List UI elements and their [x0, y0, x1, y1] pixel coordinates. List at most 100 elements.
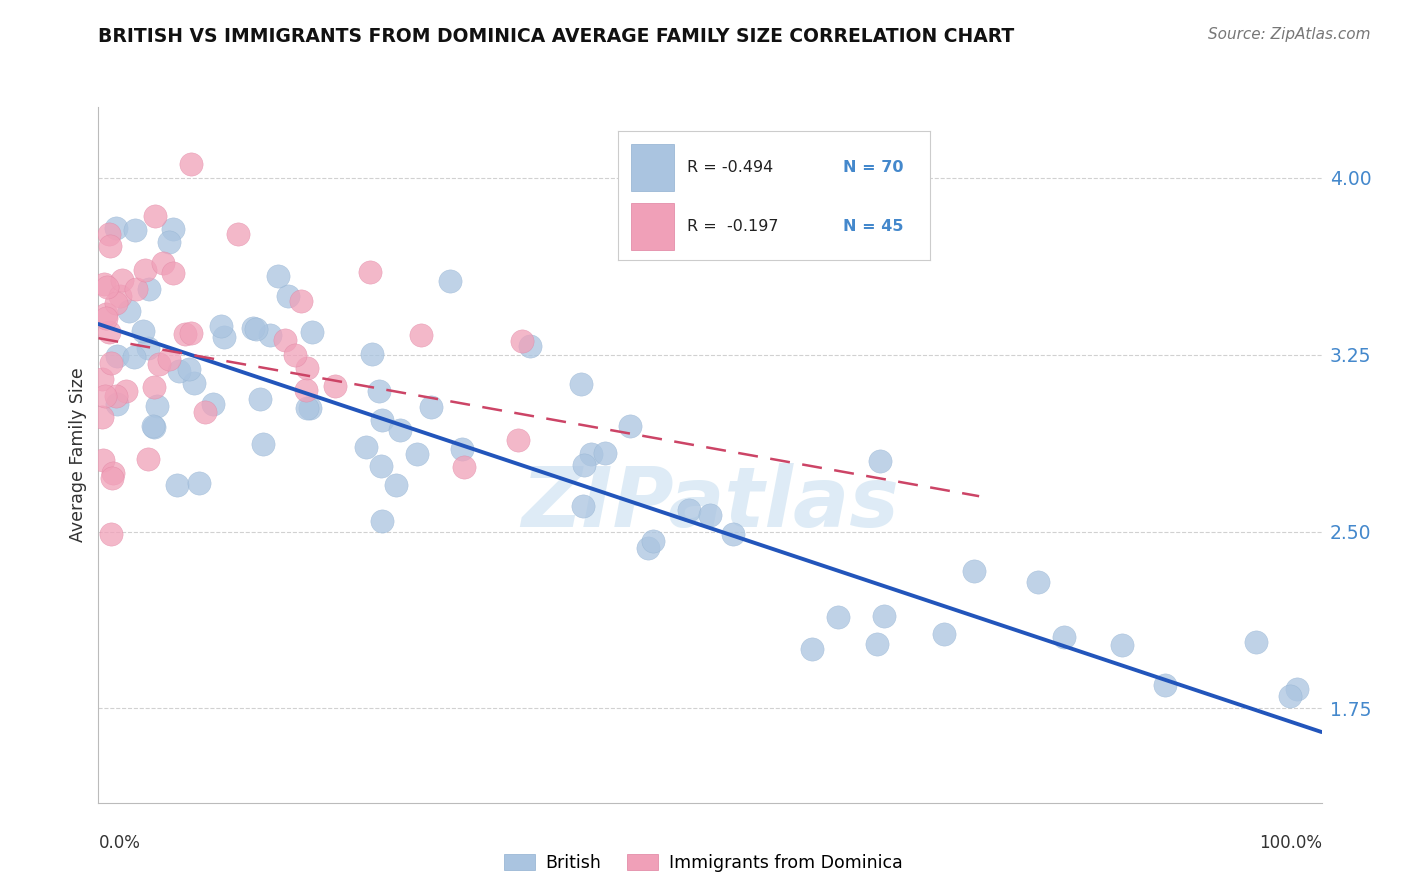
- Point: [519, 339, 541, 353]
- Point: [183, 376, 205, 391]
- Point: [169, 364, 191, 378]
- Point: [827, 609, 849, 624]
- Point: [97, 325, 120, 339]
- Y-axis label: Average Family Size: Average Family Size: [69, 368, 87, 542]
- Point: [420, 401, 443, 415]
- Point: [132, 324, 155, 338]
- Point: [90, 410, 112, 425]
- Point: [409, 328, 432, 343]
- Point: [98, 239, 121, 253]
- Point: [148, 358, 170, 372]
- Point: [299, 401, 322, 416]
- Point: [572, 458, 595, 472]
- Text: Source: ZipAtlas.com: Source: ZipAtlas.com: [1208, 27, 1371, 42]
- Point: [259, 327, 281, 342]
- Point: [371, 514, 394, 528]
- Point: [593, 446, 616, 460]
- Point: [180, 157, 202, 171]
- Point: [124, 223, 146, 237]
- Point: [290, 294, 312, 309]
- Point: [284, 348, 307, 362]
- Point: [138, 282, 160, 296]
- Point: [295, 361, 318, 376]
- Point: [932, 626, 955, 640]
- Point: [122, 350, 145, 364]
- Text: 100.0%: 100.0%: [1258, 834, 1322, 852]
- Point: [267, 268, 290, 283]
- Point: [162, 266, 184, 280]
- Point: [619, 419, 641, 434]
- Point: [368, 384, 391, 398]
- Point: [252, 437, 274, 451]
- Point: [1285, 682, 1308, 697]
- Point: [110, 272, 132, 286]
- Point: [152, 256, 174, 270]
- Point: [569, 376, 592, 391]
- Point: [173, 326, 195, 341]
- Point: [800, 642, 823, 657]
- Text: 0.0%: 0.0%: [98, 834, 141, 852]
- Point: [451, 442, 474, 457]
- Point: [371, 412, 394, 426]
- Point: [699, 508, 721, 523]
- Point: [209, 319, 232, 334]
- Point: [136, 341, 159, 355]
- Legend: British, Immigrants from Dominica: British, Immigrants from Dominica: [496, 847, 910, 879]
- Point: [101, 466, 124, 480]
- Text: BRITISH VS IMMIGRANTS FROM DOMINICA AVERAGE FAMILY SIZE CORRELATION CHART: BRITISH VS IMMIGRANTS FROM DOMINICA AVER…: [98, 27, 1015, 45]
- Point: [166, 478, 188, 492]
- Point: [1278, 689, 1301, 703]
- Point: [180, 326, 202, 340]
- Point: [297, 401, 319, 415]
- Point: [157, 352, 180, 367]
- Point: [277, 288, 299, 302]
- Point: [96, 280, 118, 294]
- Point: [962, 564, 984, 578]
- Point: [301, 325, 323, 339]
- Point: [136, 452, 159, 467]
- Point: [1111, 639, 1133, 653]
- Point: [721, 527, 744, 541]
- Point: [142, 380, 165, 394]
- Point: [105, 397, 128, 411]
- Point: [91, 452, 114, 467]
- Point: [145, 400, 167, 414]
- Point: [245, 322, 267, 336]
- Point: [142, 418, 165, 433]
- Point: [274, 333, 297, 347]
- Point: [104, 389, 127, 403]
- Point: [508, 434, 530, 448]
- Point: [249, 392, 271, 407]
- Point: [214, 329, 236, 343]
- Point: [389, 423, 412, 437]
- Point: [100, 356, 122, 370]
- Point: [370, 458, 392, 473]
- Point: [1026, 575, 1049, 590]
- Text: ZIPatlas: ZIPatlas: [522, 463, 898, 544]
- Point: [439, 275, 461, 289]
- Point: [354, 440, 377, 454]
- Point: [142, 420, 165, 434]
- Point: [162, 221, 184, 235]
- Point: [115, 384, 138, 399]
- Point: [94, 307, 117, 321]
- Point: [105, 350, 128, 364]
- Point: [453, 460, 475, 475]
- Point: [100, 471, 122, 485]
- Point: [125, 282, 148, 296]
- Point: [96, 311, 118, 326]
- Point: [361, 347, 384, 361]
- Point: [100, 526, 122, 541]
- Point: [869, 454, 891, 468]
- Point: [108, 289, 131, 303]
- Point: [228, 227, 250, 241]
- Point: [104, 296, 127, 310]
- Point: [134, 263, 156, 277]
- Point: [510, 334, 533, 349]
- Point: [866, 637, 889, 651]
- Point: [1244, 635, 1267, 649]
- Point: [118, 303, 141, 318]
- Point: [1154, 678, 1177, 692]
- Point: [143, 209, 166, 223]
- Point: [201, 397, 224, 411]
